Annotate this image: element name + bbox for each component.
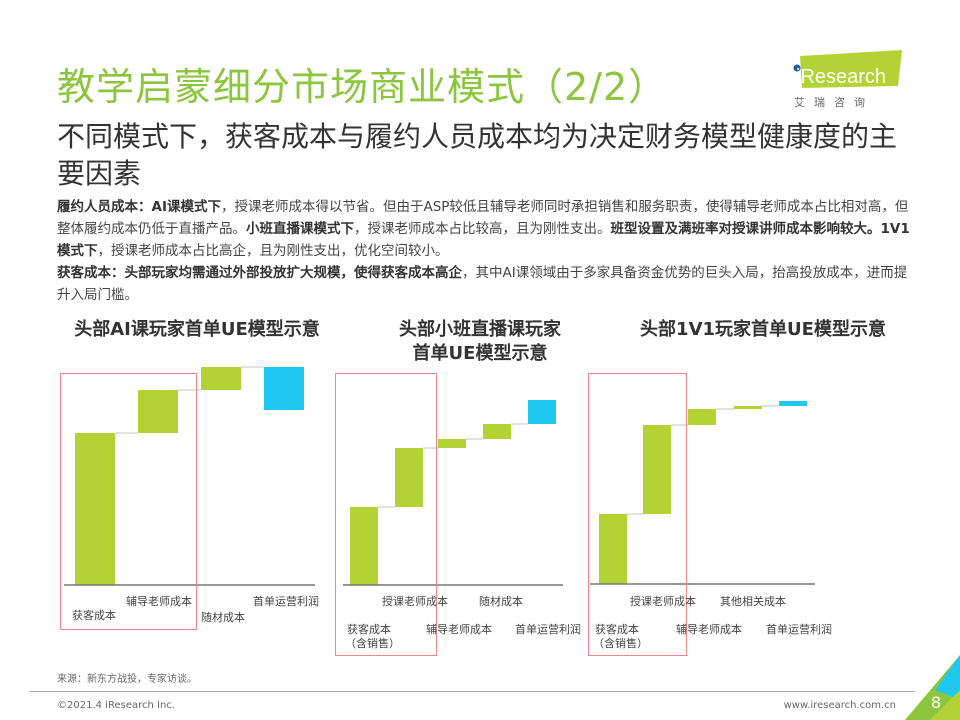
text: ，授课老师成本占比较高，且为刚性支出。 (354, 221, 611, 237)
profit-bar (264, 367, 304, 410)
paragraph-acquisition-cost: 获客成本：头部玩家均需通过外部投放扩大规模，使得获客成本高企，其中AI课领域由于… (57, 262, 917, 306)
page-subtitle: 不同模式下，获客成本与履约人员成本均为决定财务模型健康度的主要因素 (57, 120, 898, 190)
profit-bar (779, 401, 807, 406)
cost-bar (599, 514, 627, 584)
chart3-title: 头部1V1玩家首单UE模型示意 (640, 319, 886, 340)
cost-bar (643, 425, 671, 514)
c3-label: 获客成本 (595, 623, 639, 636)
cost-bar (75, 433, 115, 585)
website-link[interactable]: www.iresearch.com.cn (783, 700, 896, 711)
cost-bar (483, 424, 511, 439)
cost-bar (201, 367, 241, 390)
cost-bar (395, 448, 423, 507)
highlight-box-2 (335, 373, 437, 656)
cost-bar (438, 439, 466, 448)
cost-bar (138, 390, 178, 433)
copyright: ©2021.4 iResearch Inc. (57, 700, 175, 711)
c1-label: 首单运营利润 (253, 595, 319, 608)
text: ，授课老师成本得以节省。但由于ASP较低且辅导老师同时承担销售和服务职责，使得辅… (57, 199, 909, 237)
bold-text: 获客成本：头部玩家均需通过外部投放扩大规模，使得获客成本高企 (57, 265, 462, 281)
page-title: 教学启蒙细分市场商业模式（2/2） (57, 65, 668, 109)
profit-bar (528, 400, 556, 424)
chart2-title: 头部小班直播课玩家 (399, 319, 561, 340)
c1-label: 获客成本 (72, 609, 116, 622)
chart1-title: 头部AI课玩家首单UE模型示意 (74, 319, 320, 340)
cost-bar (350, 507, 378, 585)
page-number: 8 (931, 693, 942, 712)
c2-label: 获客成本 (347, 623, 391, 636)
c3-label: 首单运营利润 (766, 623, 832, 636)
c2-label: （含销售） (345, 637, 400, 650)
c3-label: 其他相关成本 (720, 595, 786, 608)
bold-text: 小班直播课模式下 (246, 221, 354, 237)
c1-label: 辅导老师成本 (126, 595, 192, 608)
bold-text: 履约人员成本：AI课模式下 (57, 199, 221, 215)
source-note: 来源：新东方战投，专家访谈。 (57, 674, 197, 685)
c2-label: 授课老师成本 (382, 595, 448, 608)
c2-label: 随材成本 (479, 595, 523, 608)
cost-bar (688, 409, 716, 425)
svg-text:艾瑞咨询: 艾瑞咨询 (794, 95, 874, 108)
bold-text: 班型设置及满班率对授课讲师成本影响较大。1V1模式下 (57, 221, 910, 259)
paragraph-fulfillment-cost: 履约人员成本：AI课模式下，授课老师成本得以节省。但由于ASP较低且辅导老师同时… (57, 196, 917, 262)
body-text: 履约人员成本：AI课模式下，授课老师成本得以节省。但由于ASP较低且辅导老师同时… (57, 196, 917, 306)
c3-label: （含销售） (593, 637, 648, 650)
highlight-box-1 (60, 373, 197, 630)
c1-label: 随材成本 (201, 611, 245, 624)
cost-bar (734, 406, 762, 409)
iresearch-logo: iResearch 艾瑞咨询 (790, 48, 910, 112)
highlight-box-3 (588, 373, 687, 656)
c2-label: 首单运营利润 (515, 623, 581, 636)
c2-label: 辅导老师成本 (426, 623, 492, 636)
c3-label: 辅导老师成本 (676, 623, 742, 636)
chart2-title-line2: 首单UE模型示意 (412, 343, 548, 364)
c3-label: 授课老师成本 (630, 595, 696, 608)
svg-text:iResearch: iResearch (796, 66, 886, 88)
footer-divider (30, 691, 915, 692)
text: ，授课老师成本占比高企，且为刚性支出，优化空间较小。 (97, 243, 449, 259)
text: ，其中AI课领域由于多家具备资金优势的巨头入局，抬高投放成本，进而提升入局门槛。 (57, 265, 908, 303)
